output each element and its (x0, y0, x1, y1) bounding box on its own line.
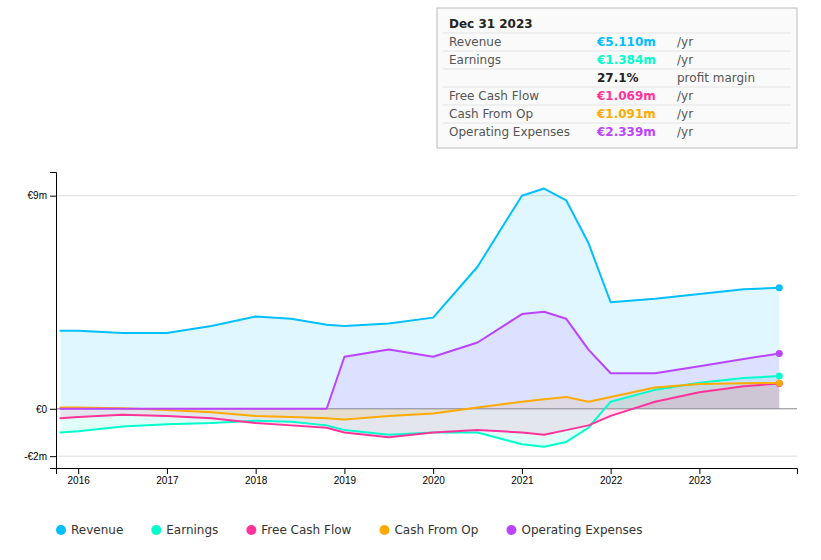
info-value: €1.091m (596, 107, 656, 121)
legend-swatch (151, 525, 161, 535)
x-tick-mark (256, 468, 257, 474)
y-tick-mark (50, 456, 56, 457)
legend-item: Cash From Op (379, 523, 478, 537)
legend-label: Free Cash Flow (261, 523, 351, 537)
series-area (60, 189, 779, 409)
info-label: Free Cash Flow (449, 89, 539, 103)
series-line (60, 312, 779, 409)
y-tick-mark (50, 409, 56, 410)
x-tick-mark (344, 468, 345, 474)
legend-label: Earnings (166, 523, 218, 537)
info-label: /yr (677, 53, 693, 67)
info-divider (443, 51, 791, 52)
y-tick-label: €9m (28, 190, 47, 201)
end-dot (776, 379, 783, 386)
x-tick-label: 2021 (511, 475, 534, 486)
y-axis-line (50, 173, 57, 469)
x-tick-label: 2018 (245, 475, 268, 486)
x-tick-label: 2023 (689, 475, 712, 486)
info-box: Dec 31 2023 Revenue €5.110m/yr Earnings €1.3… (437, 8, 797, 148)
x-tick: 2023 (689, 468, 712, 486)
chart: 2016 2017 2018 2019 2020 2021 2022 2023 -€2m €0 €9… (0, 0, 821, 560)
x-tick-label: 2016 (68, 475, 91, 486)
x-tick-label: 2017 (156, 475, 179, 486)
x-tick-label: 2019 (334, 475, 357, 486)
y-tick-mark (50, 196, 56, 197)
y-tick: €9m (28, 190, 56, 201)
y-axis: -€2m €0 €9m (24, 173, 56, 469)
legend: Revenue Earnings Free Cash Flow Cash From O… (56, 523, 642, 537)
legend-item: Free Cash Flow (246, 523, 351, 537)
info-value: €2.339m (596, 125, 656, 139)
x-tick: 2016 (68, 468, 91, 486)
info-label: /yr (677, 89, 693, 103)
x-tick-label: 2022 (600, 475, 623, 486)
plot-marks (60, 189, 782, 447)
x-axis: 2016 2017 2018 2019 2020 2021 2022 2023 (57, 468, 798, 486)
grid-line (56, 195, 797, 196)
grid-line (56, 456, 797, 457)
legend-label: Cash From Op (394, 523, 478, 537)
info-value: 27.1% (597, 71, 639, 85)
end-dot (776, 373, 783, 380)
info-divider (443, 87, 791, 88)
legend-swatch (379, 525, 389, 535)
x-tick: 2022 (600, 468, 623, 486)
info-label: profit margin (677, 71, 755, 85)
x-tick-mark (522, 468, 523, 474)
info-value: €1.069m (596, 89, 656, 103)
legend-label: Operating Expenses (521, 523, 642, 537)
x-tick: 2020 (423, 468, 446, 486)
x-tick: 2017 (156, 468, 179, 486)
legend-swatch (56, 525, 66, 535)
series-area (60, 312, 779, 409)
legend-item: Earnings (151, 523, 218, 537)
y-tick-label: €0 (36, 404, 48, 415)
legend-swatch (246, 525, 256, 535)
x-tick-label: 2020 (423, 475, 446, 486)
info-label: Operating Expenses (449, 125, 570, 139)
info-value: €5.110m (596, 35, 656, 49)
end-dot (776, 284, 783, 291)
info-label: /yr (677, 125, 693, 139)
info-divider (443, 105, 791, 106)
x-tick-mark (167, 468, 168, 474)
y-tick: €0 (36, 404, 56, 415)
legend-swatch (506, 525, 516, 535)
y-tick-label: -€2m (24, 451, 47, 462)
series-line (60, 376, 779, 447)
x-tick-mark (699, 468, 700, 474)
x-tick: 2021 (511, 468, 534, 486)
info-divider (443, 69, 791, 70)
end-dot (776, 380, 783, 387)
legend-item: Revenue (56, 523, 123, 537)
info-value: €1.384m (596, 53, 656, 67)
x-tick-mark (611, 468, 612, 474)
x-tick-mark (78, 468, 79, 474)
y-tick: -€2m (24, 451, 56, 462)
x-tick-mark (433, 468, 434, 474)
series-line (60, 189, 779, 333)
info-title: Dec 31 2023 (449, 17, 533, 31)
series-line (60, 383, 779, 419)
legend-item: Operating Expenses (506, 523, 642, 537)
x-tick: 2018 (245, 468, 268, 486)
series-line (60, 383, 779, 437)
x-tick: 2019 (334, 468, 357, 486)
legend-label: Revenue (71, 523, 123, 537)
info-divider (443, 33, 791, 34)
info-label: Cash From Op (449, 107, 533, 121)
info-label: /yr (677, 35, 693, 49)
info-box-frame (437, 8, 797, 148)
info-label: Revenue (449, 35, 501, 49)
x-axis-line (57, 469, 798, 475)
info-divider (443, 123, 791, 124)
info-label: Earnings (449, 53, 501, 67)
info-label: /yr (677, 107, 693, 121)
end-dot (776, 350, 783, 357)
